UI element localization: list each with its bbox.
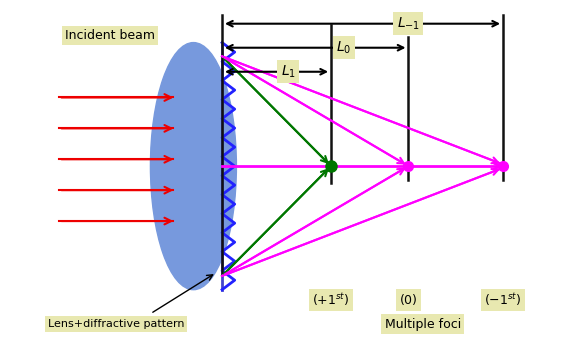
Text: $(0)$: $(0)$: [399, 292, 418, 308]
Text: $(-1^{st})$: $(-1^{st})$: [484, 292, 522, 308]
Text: Lens+diffractive pattern: Lens+diffractive pattern: [48, 319, 184, 329]
Text: $L_{-1}$: $L_{-1}$: [397, 16, 420, 32]
Text: $L_0$: $L_0$: [336, 39, 351, 56]
Text: $L_1$: $L_1$: [281, 64, 295, 80]
Text: Multiple foci: Multiple foci: [385, 318, 461, 330]
Text: $(+1^{st})$: $(+1^{st})$: [312, 292, 350, 308]
Text: Incident beam: Incident beam: [65, 29, 156, 42]
Ellipse shape: [150, 43, 236, 290]
